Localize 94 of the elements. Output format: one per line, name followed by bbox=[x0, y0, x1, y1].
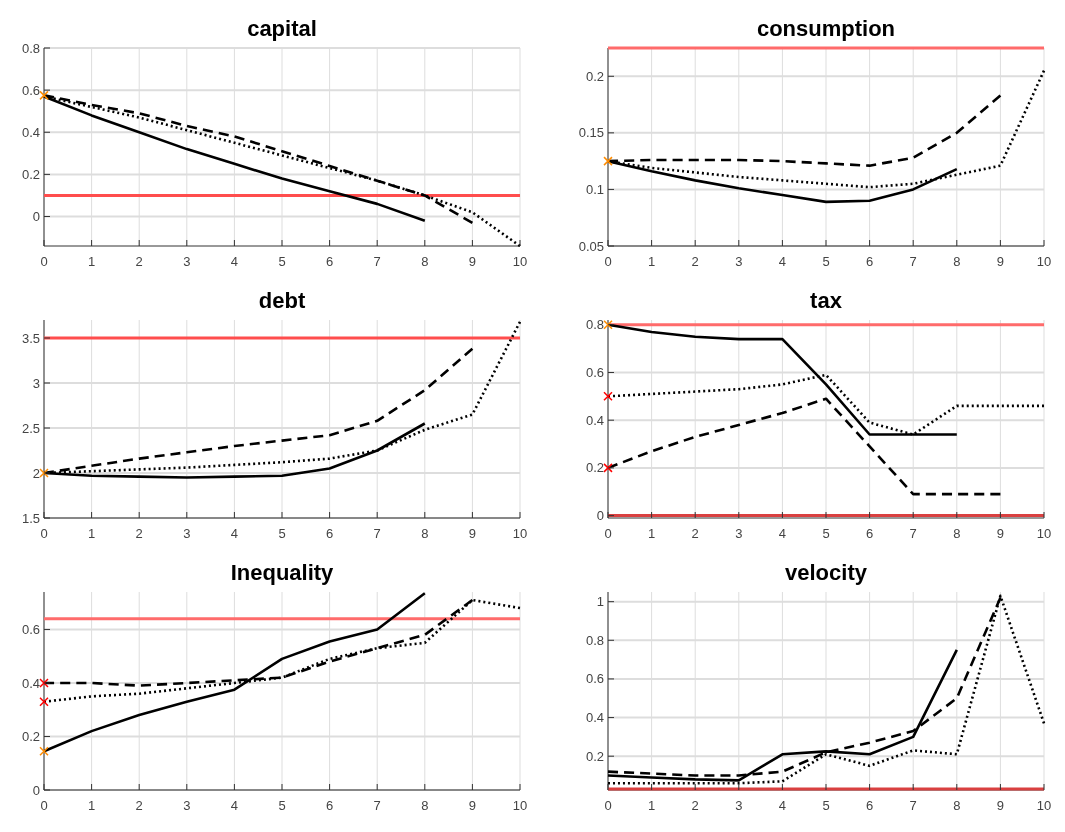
x-tick-label: 4 bbox=[230, 798, 239, 813]
y-tick-label: 3 bbox=[32, 375, 40, 391]
y-tick-label: 3.5 bbox=[21, 330, 40, 346]
x-tick-label: 3 bbox=[183, 798, 191, 813]
y-tick-label: 0.2 bbox=[585, 460, 604, 476]
x-tick-label: 4 bbox=[778, 798, 787, 813]
y-tick-label: 0.4 bbox=[21, 124, 40, 140]
x-tick-label: 1 bbox=[87, 254, 96, 269]
x-tick-label: 10 bbox=[1036, 254, 1052, 269]
x-tick-label: 7 bbox=[909, 254, 917, 269]
x-tick-label: 10 bbox=[1036, 526, 1052, 541]
x-tick-label: 5 bbox=[822, 526, 830, 541]
y-tick-label: 0.1 bbox=[585, 181, 604, 197]
y-tick-label: 1.5 bbox=[21, 510, 40, 526]
x-tick-label: 2 bbox=[691, 526, 699, 541]
x-tick-label: 9 bbox=[468, 254, 477, 269]
x-tick-label: 9 bbox=[996, 798, 1005, 813]
x-tick-label: 4 bbox=[778, 526, 787, 541]
y-tick-label: 0.2 bbox=[21, 729, 40, 745]
x-tick-label: 5 bbox=[278, 798, 286, 813]
x-tick-label: 2 bbox=[135, 798, 143, 813]
x-tick-label: 8 bbox=[421, 526, 429, 541]
x-tick-label: 2 bbox=[135, 254, 143, 269]
chart-title: capital bbox=[247, 16, 317, 41]
y-tick-label: 0 bbox=[32, 209, 40, 225]
x-tick-label: 2 bbox=[691, 798, 699, 813]
x-tick-label: 8 bbox=[421, 254, 429, 269]
x-tick-label: 9 bbox=[996, 526, 1005, 541]
y-tick-label: 0.4 bbox=[585, 710, 604, 726]
x-tick-label: 3 bbox=[735, 254, 743, 269]
x-tick-label: 5 bbox=[822, 254, 830, 269]
y-tick-label: 0.15 bbox=[578, 125, 604, 141]
chart-title: consumption bbox=[756, 16, 896, 41]
x-tick-label: 10 bbox=[512, 254, 528, 269]
y-tick-label: 2 bbox=[32, 465, 40, 481]
x-tick-label: 8 bbox=[953, 798, 961, 813]
x-tick-label: 7 bbox=[373, 798, 381, 813]
chart-title: Inequality bbox=[230, 560, 335, 585]
x-tick-label: 5 bbox=[278, 526, 286, 541]
x-tick-label: 10 bbox=[512, 526, 528, 541]
y-tick-label: 0 bbox=[596, 508, 604, 524]
x-tick-label: 9 bbox=[468, 798, 477, 813]
x-tick-label: 1 bbox=[647, 798, 656, 813]
chart-title: debt bbox=[258, 288, 306, 313]
x-tick-label: 10 bbox=[1036, 798, 1052, 813]
y-tick-label: 0.8 bbox=[21, 40, 40, 56]
x-tick-label: 2 bbox=[691, 254, 699, 269]
x-tick-label: 4 bbox=[230, 526, 239, 541]
x-tick-label: 4 bbox=[778, 254, 787, 269]
x-tick-label: 9 bbox=[996, 254, 1005, 269]
y-tick-label: 2.5 bbox=[21, 420, 40, 436]
x-tick-label: 9 bbox=[468, 526, 477, 541]
x-tick-label: 7 bbox=[373, 526, 381, 541]
x-tick-label: 2 bbox=[135, 526, 143, 541]
y-tick-label: 0.8 bbox=[585, 317, 604, 333]
x-tick-label: 1 bbox=[647, 254, 656, 269]
x-tick-label: 7 bbox=[909, 526, 917, 541]
y-tick-label: 1 bbox=[596, 594, 604, 610]
x-tick-label: 8 bbox=[953, 254, 961, 269]
y-tick-label: 0.2 bbox=[585, 748, 604, 764]
y-tick-label: 0.6 bbox=[21, 82, 40, 98]
x-tick-label: 7 bbox=[373, 254, 381, 269]
x-tick-label: 3 bbox=[183, 526, 191, 541]
y-tick-label: 0.8 bbox=[585, 632, 604, 648]
y-tick-label: 0.6 bbox=[585, 671, 604, 687]
chart-title: tax bbox=[810, 288, 843, 313]
x-tick-label: 6 bbox=[325, 254, 334, 269]
x-tick-label: 1 bbox=[87, 526, 96, 541]
x-tick-label: 3 bbox=[735, 798, 743, 813]
x-tick-label: 6 bbox=[325, 526, 334, 541]
x-tick-label: 5 bbox=[278, 254, 286, 269]
x-tick-label: 6 bbox=[865, 526, 874, 541]
x-tick-label: 6 bbox=[865, 254, 874, 269]
x-tick-label: 1 bbox=[647, 526, 656, 541]
x-tick-label: 1 bbox=[87, 798, 96, 813]
y-tick-label: 0.4 bbox=[585, 412, 604, 428]
x-tick-label: 4 bbox=[230, 254, 239, 269]
y-tick-label: 0.4 bbox=[21, 675, 40, 691]
y-tick-label: 0.6 bbox=[21, 622, 40, 638]
y-tick-label: 0.2 bbox=[585, 68, 604, 84]
y-tick-label: 0 bbox=[32, 782, 40, 798]
x-tick-label: 6 bbox=[325, 798, 334, 813]
x-tick-label: 3 bbox=[735, 526, 743, 541]
y-tick-label: 0.2 bbox=[21, 166, 40, 182]
x-tick-label: 7 bbox=[909, 798, 917, 813]
x-tick-label: 10 bbox=[512, 798, 528, 813]
x-tick-label: 5 bbox=[822, 798, 830, 813]
chart-title: velocity bbox=[785, 560, 868, 585]
x-tick-label: 3 bbox=[183, 254, 191, 269]
x-tick-label: 8 bbox=[421, 798, 429, 813]
x-tick-label: 6 bbox=[865, 798, 874, 813]
x-tick-label: 8 bbox=[953, 526, 961, 541]
y-tick-label: 0.05 bbox=[578, 238, 604, 254]
y-tick-label: 0.6 bbox=[585, 365, 604, 381]
